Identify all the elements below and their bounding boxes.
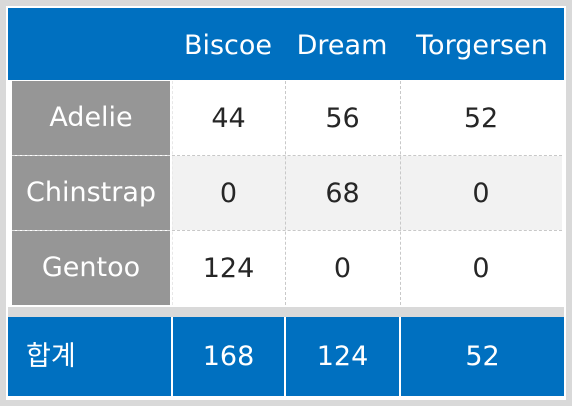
cell-gentoo-dream: 0 [333, 253, 352, 284]
cell-adelie-dream: 56 [325, 103, 360, 134]
table-row-adelie-bg [172, 81, 562, 155]
total-dream: 124 [316, 341, 369, 372]
column-divider [400, 81, 401, 305]
cell-chinstrap-torgersen: 0 [472, 178, 490, 209]
cell-gentoo-torgersen: 0 [472, 253, 490, 284]
total-torgersen: 52 [465, 341, 500, 372]
column-divider [172, 81, 173, 305]
table-header [8, 8, 564, 80]
column-divider [399, 317, 401, 396]
table-row-chinstrap-bg [172, 156, 562, 230]
row-label-gentoo: Gentoo [12, 231, 170, 305]
total-biscoe: 168 [202, 341, 255, 372]
column-divider [171, 317, 173, 396]
cell-adelie-biscoe: 44 [211, 103, 246, 134]
column-header-torgersen: Torgersen [416, 30, 548, 61]
row-label-chinstrap: Chinstrap [12, 156, 170, 230]
cell-adelie-torgersen: 52 [463, 103, 499, 134]
column-header-biscoe: Biscoe [183, 30, 273, 61]
footer-gap [8, 307, 564, 317]
table-row-gentoo-bg [172, 231, 562, 305]
cell-gentoo-biscoe: 124 [202, 253, 255, 284]
row-divider [12, 155, 170, 156]
cell-chinstrap-biscoe: 0 [219, 178, 238, 209]
total-row [8, 317, 564, 396]
cell-chinstrap-dream: 68 [325, 178, 360, 209]
column-header-dream: Dream [296, 30, 388, 61]
column-divider [285, 81, 286, 305]
row-label-adelie: Adelie [12, 81, 170, 155]
total-label: 합계 [26, 341, 76, 372]
row-divider [172, 230, 562, 231]
row-divider [172, 155, 562, 156]
row-divider [12, 230, 170, 231]
column-divider [284, 317, 286, 396]
